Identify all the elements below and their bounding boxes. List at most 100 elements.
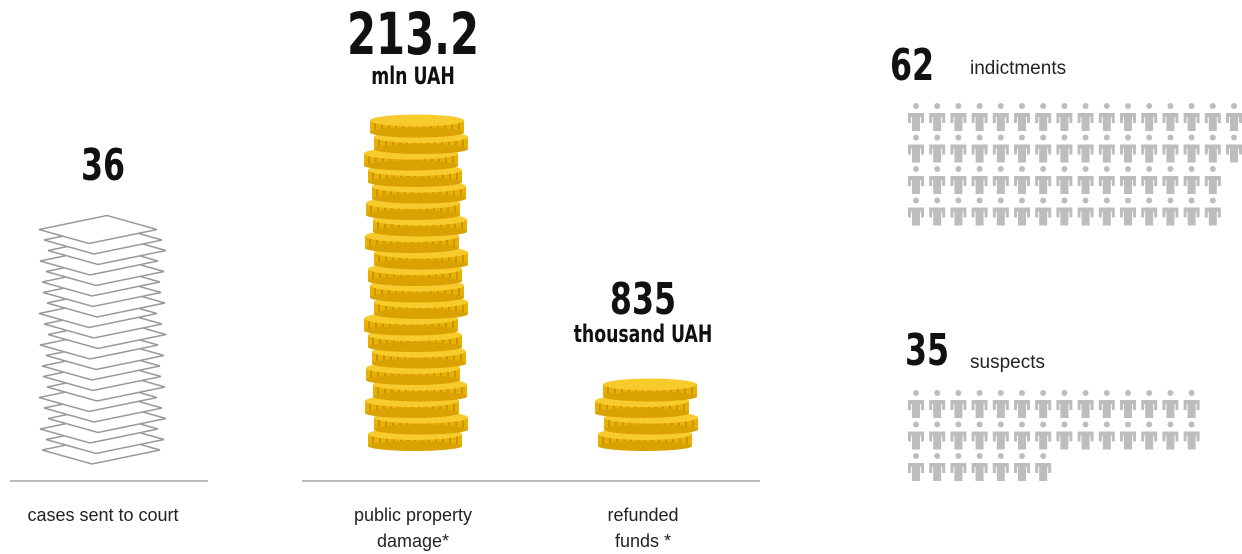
head — [955, 166, 962, 172]
person-icon — [1162, 390, 1179, 418]
body — [971, 144, 988, 163]
head — [1103, 103, 1110, 109]
head — [1040, 166, 1047, 172]
coin-bottom — [603, 391, 697, 402]
body — [971, 431, 988, 450]
body — [1120, 400, 1136, 418]
coin-bottom — [374, 259, 468, 270]
body — [1162, 144, 1179, 163]
person-icon — [908, 453, 924, 481]
body — [1035, 144, 1052, 163]
person-icon — [1098, 421, 1115, 450]
person-icon — [1120, 166, 1136, 194]
person-icon — [1141, 103, 1158, 131]
person-icon — [950, 453, 967, 481]
head — [1103, 166, 1110, 172]
head — [1125, 197, 1131, 204]
head — [955, 453, 962, 459]
coin-bottom — [374, 309, 468, 319]
body — [950, 144, 967, 163]
body — [950, 176, 967, 194]
person-icon — [1098, 103, 1115, 131]
head — [976, 453, 983, 459]
head — [913, 103, 919, 109]
coin-bottom — [604, 424, 698, 435]
head — [997, 390, 1004, 396]
person-icon — [950, 421, 967, 450]
refund-label: refunded funds * — [607, 505, 679, 551]
body — [950, 113, 967, 131]
head — [1125, 103, 1131, 109]
body — [929, 207, 946, 226]
head — [976, 103, 983, 109]
person-icon — [1183, 421, 1200, 450]
coin-top — [603, 378, 697, 391]
head — [1103, 134, 1110, 141]
person-icon — [1077, 421, 1094, 450]
body — [971, 400, 988, 418]
person-icon — [1162, 166, 1179, 194]
person-icon — [992, 197, 1009, 226]
person-icon — [992, 134, 1009, 163]
body — [1120, 176, 1136, 194]
person-icon — [971, 453, 988, 481]
person-icon — [1183, 103, 1200, 131]
head — [976, 134, 983, 141]
body — [1141, 144, 1158, 163]
head — [955, 390, 962, 396]
head — [1103, 421, 1110, 428]
coin-bottom — [368, 177, 462, 187]
body — [1226, 113, 1242, 131]
person-grid — [908, 390, 1200, 481]
body — [950, 400, 967, 418]
head — [1146, 166, 1153, 172]
person-icon — [971, 390, 988, 418]
person-icon — [1162, 134, 1179, 163]
coin-bottom — [368, 342, 462, 352]
person-icon — [1204, 134, 1221, 163]
person-icon — [1056, 134, 1073, 163]
person-icon — [1035, 453, 1052, 481]
coin-bottom — [372, 358, 466, 369]
body — [1183, 113, 1200, 131]
head — [1146, 103, 1153, 109]
body — [992, 144, 1009, 163]
person-icon — [929, 390, 946, 418]
body — [1162, 400, 1179, 418]
head — [1188, 197, 1195, 204]
body — [1035, 431, 1052, 450]
head — [1167, 421, 1174, 428]
person-icon — [1120, 421, 1136, 450]
person-icon — [1120, 390, 1136, 418]
body — [1120, 431, 1136, 450]
person-icon — [1204, 197, 1221, 226]
person-icon — [1120, 103, 1136, 131]
person-icon — [908, 166, 924, 194]
body — [1056, 144, 1073, 163]
head — [1019, 453, 1025, 459]
person-icon — [1141, 421, 1158, 450]
head — [1061, 166, 1068, 172]
body — [1120, 113, 1136, 131]
person-icon — [1035, 197, 1052, 226]
head — [955, 197, 962, 204]
head — [1019, 197, 1025, 204]
body — [1120, 144, 1136, 163]
coin-bottom — [373, 391, 467, 402]
body — [1098, 207, 1115, 226]
person-icon — [1141, 166, 1158, 194]
person-icon — [1141, 134, 1158, 163]
refund-value: 835 — [609, 274, 677, 325]
head — [1082, 421, 1089, 428]
body — [908, 463, 924, 481]
coin-bottom — [370, 292, 464, 303]
head — [1019, 421, 1025, 428]
person-icon — [929, 197, 946, 226]
head — [1231, 103, 1237, 109]
body — [1014, 113, 1030, 131]
head — [913, 390, 919, 396]
person-icon — [1077, 103, 1094, 131]
person-icon — [1014, 134, 1030, 163]
head — [1146, 390, 1153, 396]
